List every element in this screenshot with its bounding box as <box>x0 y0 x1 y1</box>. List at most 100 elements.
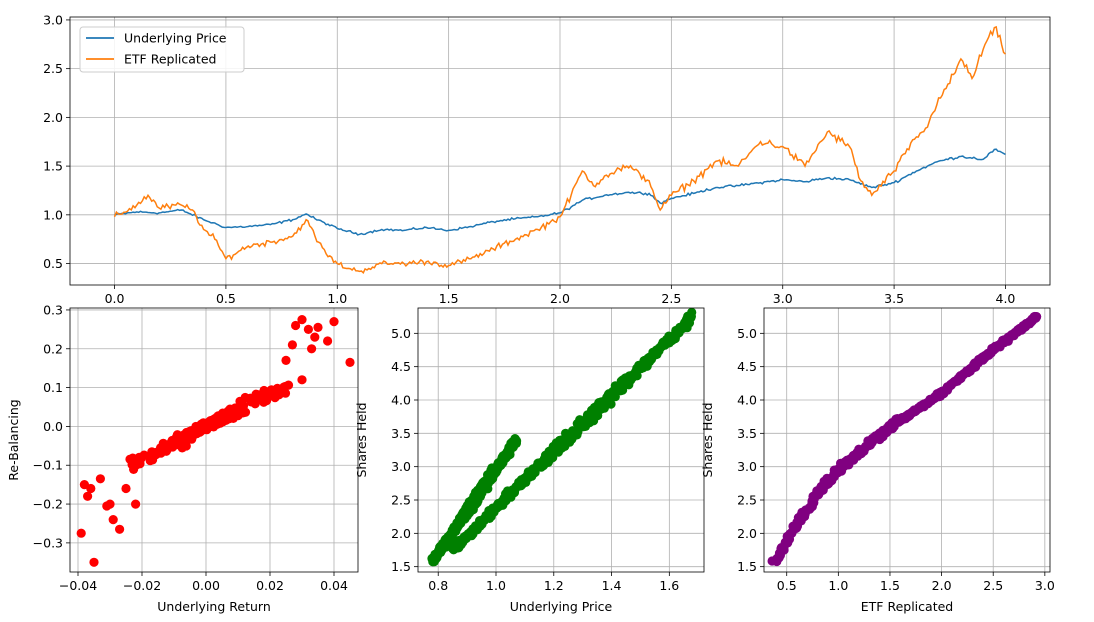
scatter-point <box>134 452 144 462</box>
x-tick-label: 3.0 <box>773 291 793 306</box>
x-tick-label: 0.5 <box>777 578 797 593</box>
x-tick-label: 0.5 <box>216 291 236 306</box>
y-tick-label: 1.5 <box>737 559 757 574</box>
x-tick-label: 1.5 <box>880 578 900 593</box>
scatter-point <box>121 483 131 494</box>
y-tick-label: 3.5 <box>391 426 411 441</box>
rebalancing-scatter-plot: −0.04 −0.02 0.00 0.02 0.04 −0.3 −0.2 −0.1 0.0 0.1… <box>6 302 359 614</box>
y-tick-label: 5.0 <box>391 326 411 341</box>
scatter-point <box>270 393 280 403</box>
scatter-point <box>209 422 219 432</box>
scatter-point <box>156 448 166 458</box>
x-tick-label: 1.0 <box>327 291 347 306</box>
scatter-point <box>303 324 313 334</box>
y-tick-label: 2.5 <box>43 61 63 76</box>
plot-area <box>427 308 697 567</box>
scatter-point <box>307 344 317 354</box>
y-tick-label: 2.0 <box>391 526 411 541</box>
y-tick-label: 0.3 <box>43 302 63 317</box>
scatter-point <box>686 313 696 323</box>
x-tick-label: 3.0 <box>1035 578 1055 593</box>
scatter-point <box>125 454 135 464</box>
scatter-point <box>287 340 297 350</box>
y-tick-label: 0.2 <box>43 341 63 356</box>
plot-area <box>767 311 1042 567</box>
x-tick-label: 0.02 <box>256 578 284 593</box>
plot-area <box>113 25 1006 275</box>
x-tick-label: 0.8 <box>428 578 448 593</box>
y-tick-label: 2.5 <box>737 493 757 508</box>
y-tick-label: 1.5 <box>43 159 63 174</box>
scatter-point <box>259 385 269 396</box>
x-tick-label: 1.2 <box>544 578 564 593</box>
scatter-point <box>89 557 99 567</box>
scatter-point <box>1031 312 1042 322</box>
scatter-point <box>323 336 333 346</box>
axes-frame <box>69 16 1051 286</box>
x-tick-label: 1.4 <box>602 578 622 593</box>
scatter-point <box>115 524 125 534</box>
legend-box <box>79 26 245 73</box>
axes-frame <box>69 307 359 573</box>
x-tick-label: 1.5 <box>439 291 459 306</box>
x-tick-label: −0.04 <box>59 578 97 593</box>
scatter-point <box>280 381 290 392</box>
scatter-point <box>266 385 276 395</box>
scatter-point <box>181 441 191 451</box>
x-axis-label: ETF Replicated <box>861 599 953 614</box>
scatter-point <box>76 528 86 538</box>
scatter-point <box>297 375 307 385</box>
scatter-point <box>236 400 246 410</box>
x-tick-label: 2.0 <box>550 291 570 306</box>
scatter-point <box>105 499 115 509</box>
x-tick-label: 2.0 <box>932 578 952 593</box>
y-tick-label: 5.0 <box>737 326 757 341</box>
scatter-point <box>228 413 238 423</box>
y-tick-label: 0.0 <box>43 419 63 434</box>
scatter-point <box>129 464 139 474</box>
y-tick-label: 3.0 <box>43 12 63 27</box>
scatter-point <box>95 474 105 484</box>
y-tick-label: 1.5 <box>391 559 411 574</box>
axes-frame <box>763 307 1051 573</box>
x-tick-label: 2.5 <box>983 578 1003 593</box>
y-axis-label: Re-Balancing <box>6 399 21 480</box>
y-tick-label: 4.0 <box>391 393 411 408</box>
y-tick-label: 2.0 <box>737 526 757 541</box>
x-tick-label: 0.00 <box>192 578 220 593</box>
legend-label: Underlying Price <box>124 31 227 46</box>
scatter-point <box>166 440 176 450</box>
y-tick-label: 0.5 <box>43 256 63 271</box>
y-tick-label: 3.0 <box>391 459 411 474</box>
scatter-point <box>313 322 323 332</box>
scatter-point <box>181 427 192 438</box>
scatter-point <box>83 491 93 501</box>
legend: Underlying Price ETF Replicated <box>79 26 245 73</box>
x-tick-label: 0.0 <box>105 291 125 306</box>
legend-label: ETF Replicated <box>124 52 216 67</box>
scatter-point <box>251 394 261 404</box>
x-tick-label: 2.5 <box>661 291 681 306</box>
y-tick-label: 0.1 <box>43 380 63 395</box>
x-tick-label: 1.6 <box>659 578 679 593</box>
y-tick-label: −0.1 <box>33 458 63 473</box>
scatter-point <box>281 355 291 365</box>
x-tick-label: 1.0 <box>828 578 848 593</box>
scatter-point <box>262 396 272 406</box>
y-tick-label: 2.5 <box>391 493 411 508</box>
scatter-point <box>108 515 118 525</box>
x-tick-label: 4.0 <box>996 291 1016 306</box>
axes-frame <box>417 307 705 573</box>
x-tick-label: 3.5 <box>884 291 904 306</box>
scatter-point <box>345 357 355 367</box>
x-tick-label: −0.02 <box>123 578 161 593</box>
scatter-point <box>310 332 320 342</box>
y-tick-label: 3.0 <box>737 459 757 474</box>
shares-vs-etf-scatter-plot: 0.5 1.0 1.5 2.0 2.5 3.0 1.5 2.0 2.5 3.0 3.5 4.0 4.5 5… <box>700 307 1055 614</box>
x-tick-label: 0.04 <box>320 578 348 593</box>
plot-area <box>76 315 355 567</box>
scatter-point <box>329 317 339 327</box>
y-tick-label: −0.2 <box>33 497 63 512</box>
scatter-point <box>216 416 226 426</box>
